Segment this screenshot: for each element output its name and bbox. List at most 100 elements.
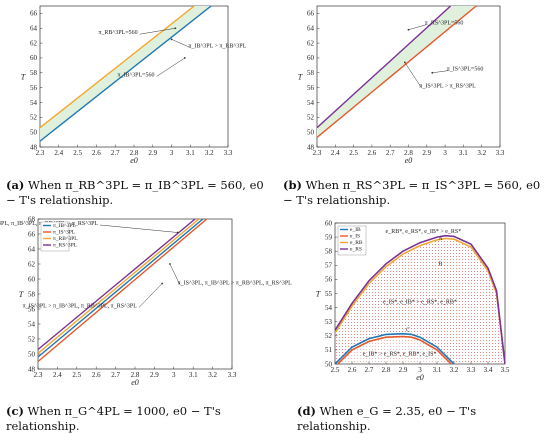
annotation-text: π_IS^3PL > π_IB^3PL, π_RB^3PL, π_RS^3PL <box>23 304 138 310</box>
y-tick-label: 58 <box>30 69 38 77</box>
x-tick-label: 2.4 <box>53 371 62 379</box>
annotation-text: e_IS*, e_IB* > e_RS*, e_RB* <box>383 299 457 305</box>
y-tick-label: 54 <box>307 99 315 107</box>
y-tick-label: 48 <box>30 143 38 151</box>
caption-b-label: (b) <box>283 178 302 192</box>
y-tick-label: 50 <box>28 350 36 358</box>
x-tick-label: 2.9 <box>422 149 431 157</box>
x-tick-label: 3.1 <box>189 371 198 379</box>
x-tick-label: 3.1 <box>459 149 468 157</box>
y-tick-label: 50 <box>307 128 315 136</box>
chart-a: 2.3 2.4 2.5 2.6 2.7 2.8 2.9 3 3.1 3.2 3.3 48 50 52 54 5… <box>21 5 247 165</box>
y-tick-label: 60 <box>325 219 333 227</box>
legend-label: π_IS^3PL <box>53 230 76 236</box>
x-tick-label: 3.2 <box>450 366 459 374</box>
annotation-arrow <box>169 263 180 285</box>
series-line-named <box>38 219 208 363</box>
x-tick-label: 2.5 <box>72 371 81 379</box>
region-label: C <box>406 328 410 334</box>
annotation-arrowhead <box>403 61 406 64</box>
curve-e-rb <box>335 237 505 364</box>
y-tick-label: 68 <box>28 215 36 223</box>
y-tick-label: 50 <box>30 128 38 136</box>
x-tick-label: 3.3 <box>467 366 476 374</box>
hatched-region <box>335 238 505 364</box>
x-tick-label: 3.5 <box>501 366 510 374</box>
legend-label: e_IS <box>350 234 360 240</box>
y-tick-label: 52 <box>28 335 36 343</box>
series-line-named <box>38 219 204 358</box>
y-axis-label: T <box>298 73 303 82</box>
x-tick-label: 2.9 <box>399 366 408 374</box>
curve-e-rs <box>335 234 505 364</box>
y-tick-label: 53 <box>325 318 333 326</box>
y-tick-label: 52 <box>30 114 38 122</box>
chart-c: 2.3 2.4 2.5 2.6 2.7 2.8 2.9 3 3.1 3.2 3.3 48 50 52 54 5… <box>0 215 292 387</box>
region-label: B <box>438 261 442 267</box>
y-tick-label: 58 <box>307 69 315 77</box>
annotation-text: e_RB*, e_RS*, e_IB* > e_RS* <box>386 229 462 235</box>
x-tick-label: 3.3 <box>496 149 505 157</box>
plot-area <box>317 6 477 138</box>
chart-b: 2.3 2.4 2.5 2.6 2.7 2.8 2.9 3 3.1 3.2 3.3 48 50 52 54 5… <box>298 5 505 165</box>
y-tick-label: 54 <box>325 304 333 312</box>
annotation-text: π_IB^3PL > π_RB^3PL <box>188 44 246 50</box>
y-tick-label: 52 <box>325 332 333 340</box>
annotation-arrowhead <box>174 27 177 30</box>
x-tick-label: 3.2 <box>205 149 214 157</box>
x-tick-label: 2.6 <box>92 149 101 157</box>
annotation-arrowhead <box>169 263 171 265</box>
caption-a: (a) When π_RB^3PL = π_IB^3PL = 560, e0 −… <box>6 178 268 208</box>
panel-a: 2.3 2.4 2.5 2.6 2.7 2.8 2.9 3 3.1 3.2 3.3 48 50 52 54 5… <box>0 0 275 213</box>
y-tick-label: 52 <box>307 114 315 122</box>
caption-c-text: When π_G^4PL = 1000, e0 − T's relationsh… <box>6 404 221 433</box>
x-tick-label: 3 <box>443 149 447 157</box>
plot-area <box>335 234 505 364</box>
x-tick-label: 2.6 <box>92 371 101 379</box>
x-tick-label: 3 <box>172 371 176 379</box>
y-tick-label: 60 <box>307 54 315 62</box>
y-tick-label: 48 <box>307 143 315 151</box>
y-tick-label: 62 <box>28 260 36 268</box>
y-tick-label: 62 <box>30 39 38 47</box>
annotation-arrowhead <box>183 57 186 59</box>
panel-b: 2.3 2.4 2.5 2.6 2.7 2.8 2.9 3 3.1 3.2 3.3 48 50 52 54 5… <box>275 0 550 213</box>
y-tick-label: 62 <box>307 39 315 47</box>
x-tick-label: 2.8 <box>404 149 413 157</box>
y-tick-label: 56 <box>325 276 333 284</box>
series-line-0 <box>40 6 195 129</box>
x-tick-label: 2.3 <box>36 149 45 157</box>
annotation-arrowhead <box>170 38 173 41</box>
annotation-arrow <box>100 224 178 233</box>
plot-area <box>38 219 208 363</box>
x-tick-label: 2.7 <box>111 371 120 379</box>
y-tick-label: 60 <box>28 275 36 283</box>
caption-d-label: (d) <box>297 404 316 418</box>
y-tick-label: 66 <box>28 230 36 238</box>
legend-label: π_RS^3PL <box>53 243 78 249</box>
y-tick-label: 64 <box>28 245 36 253</box>
y-tick-label: 57 <box>325 262 333 270</box>
series-line-0 <box>317 6 452 129</box>
y-axis-label: T <box>21 73 26 82</box>
y-tick-label: 55 <box>325 290 333 298</box>
y-tick-label: 54 <box>28 320 36 328</box>
y-tick-label: 56 <box>28 305 36 313</box>
region-label: A <box>438 236 443 242</box>
annotation-arrowhead <box>176 231 179 234</box>
x-axis-label: e0 <box>131 378 139 387</box>
x-axis-label: e0 <box>130 156 138 165</box>
x-axis-label: e0 <box>416 373 424 382</box>
x-tick-label: 2.9 <box>150 371 159 379</box>
annotation-text: π_RB^3PL=560 <box>98 30 137 36</box>
caption-d-text: When e_G = 2.35, e0 − T's relationship. <box>297 404 477 433</box>
x-tick-label: 2.9 <box>148 149 157 157</box>
annotation-arrow <box>171 39 191 48</box>
caption-a-text: When π_RB^3PL = π_IB^3PL = 560, e0 − T's… <box>6 178 264 207</box>
y-axis-label: T <box>316 290 321 299</box>
x-axis-label: e0 <box>405 156 413 165</box>
annotation-arrow <box>408 24 427 30</box>
x-tick-label: 2.8 <box>131 371 140 379</box>
legend-label: e_RS <box>350 247 362 253</box>
legend-box <box>40 221 70 252</box>
